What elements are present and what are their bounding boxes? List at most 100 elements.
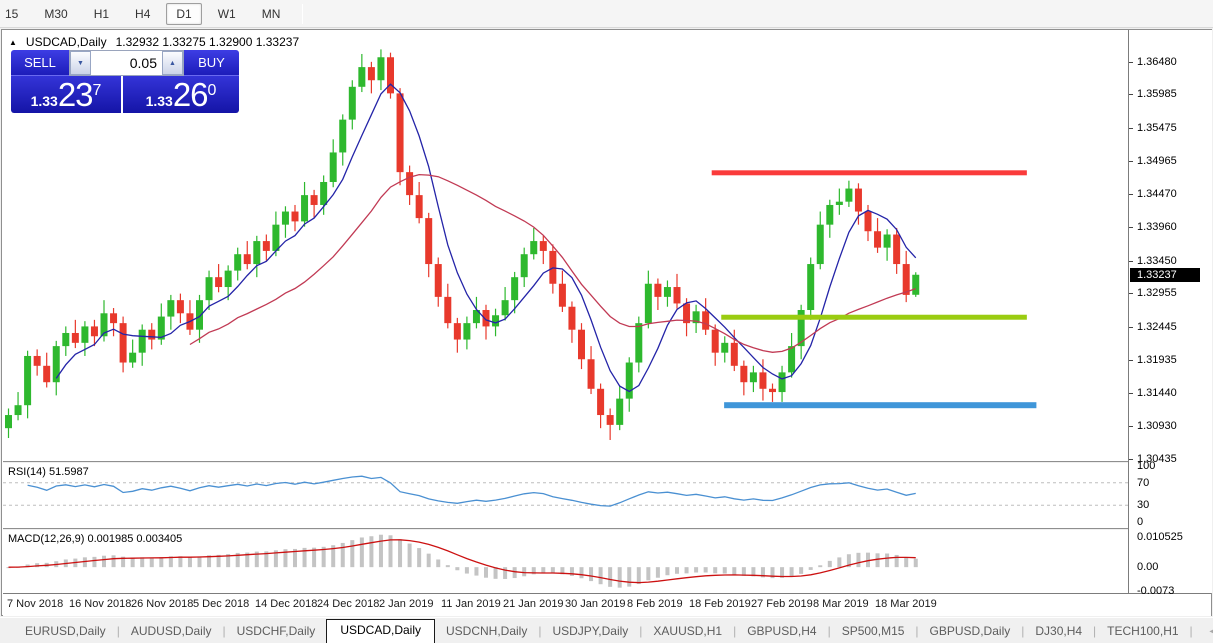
sell-price-pip: 7 xyxy=(92,82,102,99)
date-axis-label: 7 Nov 2018 xyxy=(7,598,64,610)
rsi-axis-label: 0 xyxy=(1137,516,1144,528)
rsi-pane: RSI(14) 51.5987 xyxy=(3,463,1128,528)
volume-control: ▼ ▲ xyxy=(69,50,184,76)
tab-usdchf-daily[interactable]: USDCHF,Daily xyxy=(236,624,316,638)
tab-separator: | xyxy=(827,624,831,638)
rsi-chart[interactable] xyxy=(3,463,1128,528)
buy-button[interactable]: BUY xyxy=(184,50,239,76)
date-axis-label: 24 Dec 2018 xyxy=(317,598,380,610)
tab-xauusd-h1[interactable]: XAUUSD,H1 xyxy=(653,624,723,638)
timeframe-button-H1[interactable]: H1 xyxy=(93,6,110,21)
collapse-arrow-icon[interactable]: ▲ xyxy=(9,37,17,47)
price-axis-label: 1.30930 xyxy=(1137,420,1177,433)
price-tick xyxy=(1129,193,1133,195)
scroll-left-icon[interactable]: ◄ xyxy=(1207,626,1213,636)
timeframe-button-M30[interactable]: M30 xyxy=(44,6,68,21)
chart-window: ▲ USDCAD,Daily 1.32932 1.33275 1.32900 1… xyxy=(1,29,1212,616)
tab-separator: | xyxy=(1021,624,1025,638)
tab-separator: | xyxy=(733,624,737,638)
rsi-axis-label: 30 xyxy=(1137,499,1150,512)
price-axis-label: 1.32955 xyxy=(1137,287,1177,300)
tab-separator: | xyxy=(222,624,226,638)
tab-usdcnh-daily[interactable]: USDCNH,Daily xyxy=(446,624,528,638)
timeframe-button-W1[interactable]: W1 xyxy=(217,6,236,21)
date-axis-label: 8 Mar 2019 xyxy=(813,598,869,610)
tab-tech100-h1[interactable]: TECH100,H1 xyxy=(1107,624,1179,638)
volume-decrease-button[interactable]: ▼ xyxy=(70,51,91,75)
price-axis-label: 1.34965 xyxy=(1137,155,1177,168)
date-axis-label: 16 Nov 2018 xyxy=(69,598,132,610)
sell-price-display[interactable]: 1.33 23 7 xyxy=(11,76,121,113)
price-axis-label: 1.31935 xyxy=(1137,354,1177,367)
date-axis-label: 21 Jan 2019 xyxy=(503,598,564,610)
price-tick xyxy=(1129,161,1133,163)
buy-price-main: 26 xyxy=(172,76,209,113)
chart-symbol-label: USDCAD,Daily xyxy=(25,35,107,49)
date-axis-label: 27 Feb 2019 xyxy=(751,598,813,610)
tab-separator: | xyxy=(915,624,919,638)
volume-input[interactable] xyxy=(91,51,162,75)
tab-separator: | xyxy=(639,624,643,638)
tab-usdcad-daily[interactable]: USDCAD,Daily xyxy=(326,619,435,643)
price-axis-label: 1.33450 xyxy=(1137,254,1177,267)
pane-splitter[interactable] xyxy=(3,461,1128,463)
date-axis-label: 8 Feb 2019 xyxy=(627,598,683,610)
rsi-label: RSI(14) 51.5987 xyxy=(8,466,89,478)
pane-splitter[interactable] xyxy=(3,528,1128,530)
date-axis-label: 11 Jan 2019 xyxy=(441,598,501,610)
date-axis-label: 14 Dec 2018 xyxy=(255,598,318,610)
date-axis[interactable]: 7 Nov 2018 16 Nov 2018 26 Nov 2018 5 Dec 20… xyxy=(3,593,1211,616)
tab-separator: | xyxy=(116,624,120,638)
tab-eurusd-daily[interactable]: EURUSD,Daily xyxy=(25,624,106,638)
price-axis-label: 1.32445 xyxy=(1137,320,1177,333)
price-pane: ▲ USDCAD,Daily 1.32932 1.33275 1.32900 1… xyxy=(3,31,1128,461)
timeframe-button-15[interactable]: 15 xyxy=(5,6,19,21)
date-axis-label: 2 Jan 2019 xyxy=(379,598,434,610)
price-axis-label: 1.35475 xyxy=(1137,121,1177,134)
tab-dj30-h4[interactable]: DJ30,H4 xyxy=(1035,624,1083,638)
price-tick xyxy=(1129,61,1133,63)
price-axis[interactable]: 1.36480 1.35985 1.35475 1.34965 1.34470 1.339… xyxy=(1128,30,1212,597)
sell-button[interactable]: SELL xyxy=(11,50,69,76)
tab-usdjpy-daily[interactable]: USDJPY,Daily xyxy=(552,624,629,638)
tab-separator: | xyxy=(1093,624,1097,638)
sell-price-main: 23 xyxy=(57,76,94,113)
price-tick xyxy=(1129,260,1133,262)
date-axis-label: 30 Jan 2019 xyxy=(565,598,626,610)
price-axis-label: 1.33960 xyxy=(1137,221,1177,234)
candlestick-chart[interactable] xyxy=(3,31,1128,461)
tab-gbpusd-daily[interactable]: GBPUSD,Daily xyxy=(929,624,1011,638)
rsi-axis-label: 100 xyxy=(1137,460,1156,472)
buy-price-prefix: 1.33 xyxy=(145,93,173,109)
price-tick xyxy=(1129,426,1133,428)
buy-price-pip: 0 xyxy=(207,82,217,99)
macd-axis-label: 0.00 xyxy=(1137,561,1159,574)
date-axis-label: 18 Feb 2019 xyxy=(689,598,751,610)
tab-audusd-daily[interactable]: AUDUSD,Daily xyxy=(130,624,212,638)
price-axis-label: 1.31440 xyxy=(1137,386,1177,399)
tab-ui[interactable]: UI xyxy=(1193,621,1204,643)
tab-gbpusd-h4[interactable]: GBPUSD,H4 xyxy=(747,624,817,638)
price-tick xyxy=(1129,293,1133,295)
rsi-axis-label: 70 xyxy=(1137,476,1150,489)
price-tick xyxy=(1129,392,1133,394)
one-click-trade-panel: SELL ▼ ▲ BUY 1.33 23 7 1.33 xyxy=(11,50,239,113)
price-tick xyxy=(1129,227,1133,229)
timeframe-button-H4[interactable]: H4 xyxy=(135,6,151,21)
price-tick xyxy=(1129,127,1133,129)
chart-ohlc-values: 1.32932 1.33275 1.32900 1.33237 xyxy=(115,35,300,49)
buy-price-display[interactable]: 1.33 26 0 xyxy=(123,76,239,113)
macd-chart[interactable] xyxy=(3,530,1128,593)
date-axis-label: 5 Dec 2018 xyxy=(193,598,250,610)
price-tick xyxy=(1129,94,1133,96)
tab-separator: | xyxy=(538,624,542,638)
tab-separator: | xyxy=(1189,624,1193,638)
timeframe-button-D1[interactable]: D1 xyxy=(166,2,202,25)
sell-price-prefix: 1.33 xyxy=(30,93,58,109)
tab-sp500-m15[interactable]: SP500,M15 xyxy=(841,624,905,638)
price-axis-label: 1.30435 xyxy=(1137,452,1177,465)
macd-label: MACD(12,26,9) 0.001985 0.003405 xyxy=(8,533,183,545)
timeframe-button-MN[interactable]: MN xyxy=(261,6,281,21)
volume-increase-button[interactable]: ▲ xyxy=(162,51,183,75)
